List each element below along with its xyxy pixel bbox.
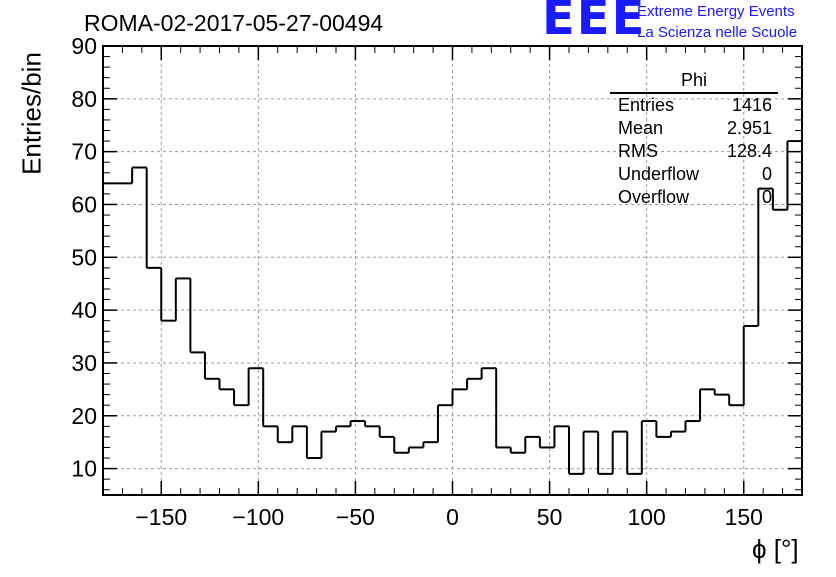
stats-value: 0	[761, 164, 772, 184]
y-tick-label: 60	[71, 191, 97, 217]
stats-value: 2.951	[726, 118, 772, 138]
stats-label: Mean	[618, 118, 664, 138]
stats-row-rms: RMS 128.4	[610, 140, 778, 163]
x-tick-labels: −150 −100 −50 0 50 100 150	[135, 504, 763, 530]
stats-value: 128.4	[726, 141, 772, 161]
stats-label: RMS	[618, 141, 658, 161]
logo-line-2: La Scienza nelle Scuole	[637, 24, 798, 41]
x-tick-label: 150	[725, 504, 763, 530]
run-title: ROMA-02-2017-05-27-00494	[84, 10, 384, 36]
eee-logo: EEE	[542, 0, 647, 46]
stats-value: 1416	[731, 95, 772, 115]
y-tick-labels: 10 20 30 40 50 60 70 80 90	[71, 33, 97, 482]
stats-label: Entries	[618, 95, 675, 115]
stats-title: Phi	[610, 70, 778, 94]
stats-box: Phi Entries 1416 Mean 2.951 RMS 128.4 Un…	[610, 70, 778, 209]
stats-row-mean: Mean 2.951	[610, 117, 778, 140]
y-tick-label: 90	[71, 33, 97, 59]
y-tick-label: 10	[71, 456, 97, 482]
x-tick-label: 0	[446, 504, 459, 530]
y-axis-label: Entries/bin	[16, 52, 47, 175]
stats-row-overflow: Overflow 0	[610, 186, 778, 209]
y-tick-label: 70	[71, 139, 97, 165]
x-tick-label: −150	[135, 504, 187, 530]
y-tick-label: 20	[71, 403, 97, 429]
histogram-bars	[103, 140, 802, 475]
y-tick-label: 40	[71, 297, 97, 323]
x-tick-label: 50	[537, 504, 563, 530]
stats-label: Underflow	[618, 164, 700, 184]
stats-value: 0	[761, 187, 772, 207]
y-tick-label: 80	[71, 86, 97, 112]
y-tick-label: 30	[71, 350, 97, 376]
stats-row-entries: Entries 1416	[610, 94, 778, 117]
x-tick-label: −50	[336, 504, 375, 530]
stats-row-underflow: Underflow 0	[610, 163, 778, 186]
axis-ticks	[103, 45, 802, 495]
x-tick-label: 100	[627, 504, 665, 530]
x-axis-label: ϕ [°]	[752, 534, 799, 564]
grid-lines	[103, 46, 802, 495]
stats-label: Overflow	[618, 187, 690, 207]
y-tick-label: 50	[71, 244, 97, 270]
logo-line-1: Extreme Energy Events	[637, 3, 795, 20]
x-tick-label: −100	[232, 504, 284, 530]
